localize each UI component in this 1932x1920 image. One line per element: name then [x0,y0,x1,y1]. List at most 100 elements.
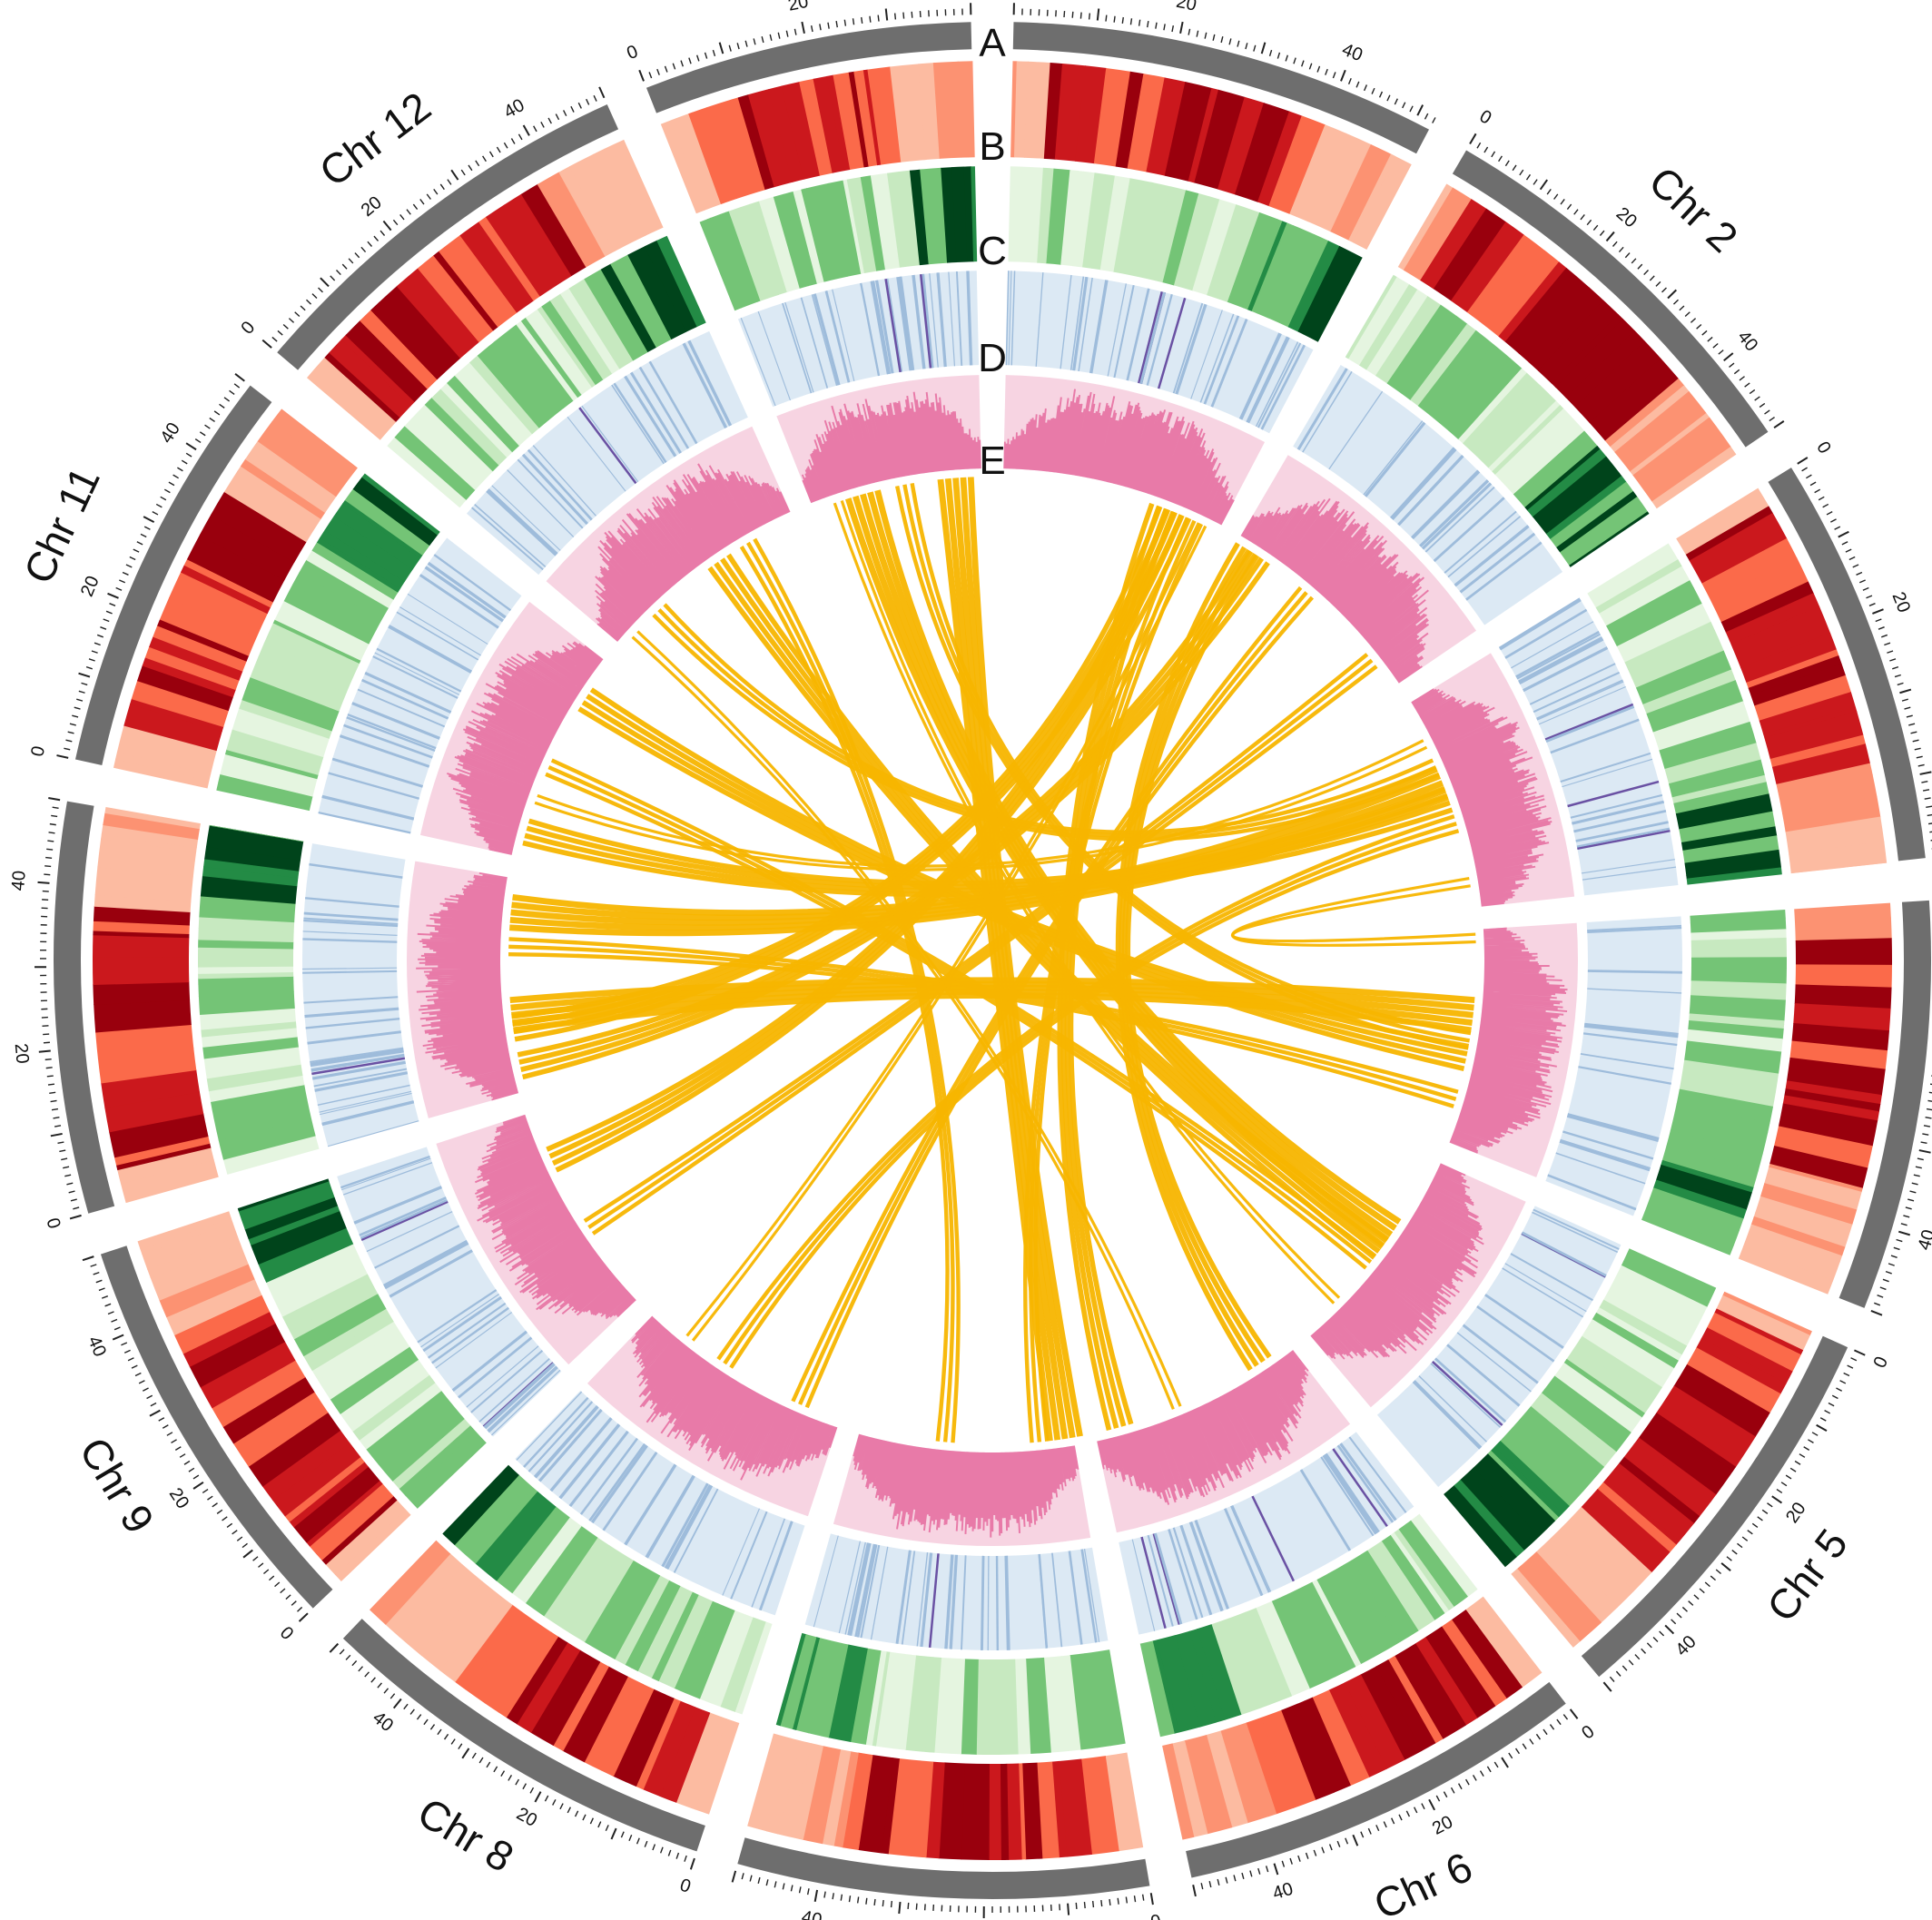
tick-mark [741,1873,744,1880]
tick-label: 20 [1429,1812,1456,1839]
tick-mark [351,1660,358,1667]
heatmap-b-band-chr-3 [1701,537,1798,602]
track-d-line-chr-13 [871,281,892,375]
link-0 [555,517,1192,1173]
tick-mark [1726,1556,1732,1561]
heatmap-b-band-chr-9 [137,1211,232,1250]
tick-label: 20 [1612,203,1641,231]
track-d-line-chr-10 [310,1049,404,1068]
heatmap-c-band-chr-7 [998,1659,1019,1755]
heatmap-c-band-chr-11 [226,728,324,775]
heatmap-c-band-chr-12 [520,317,583,399]
track-d-line-chr-1 [1175,303,1208,395]
heatmap-c-band-chr-10 [218,1118,316,1160]
heatmap-b-band-chr-1 [1188,87,1219,183]
track-d-line-chr-1 [1126,288,1150,381]
heatmap-c-band-chr-10 [213,1098,312,1141]
tick-mark [1539,179,1548,191]
tick-mark [1908,723,1916,726]
heatmap-b-band-chr-7 [1080,1756,1119,1855]
track-d-line-chr-2 [1459,532,1536,594]
heatmap-c-band-chr-7 [961,1659,979,1755]
heatmap-b-band-chr-5 [1686,1347,1781,1413]
tick-mark [1733,369,1740,375]
tick-mark [1612,241,1618,247]
heatmap-b-band-chr-10 [103,812,201,840]
heatmap-c-band-chr-2 [1386,304,1457,394]
tick-mark [1155,22,1158,29]
tick-mark [95,1279,103,1284]
tick-label: 20 [165,1484,193,1512]
track-d-line-chr-13 [824,290,851,383]
heatmap-c-band-chr-2 [1348,276,1410,366]
tick-mark [790,1885,794,1892]
heatmap-c-band-chr-5 [1487,1450,1560,1521]
heatmap-b-band-chr-7 [925,1761,945,1859]
tick-mark [1659,1630,1665,1637]
tick-mark [1641,1648,1647,1654]
heatmap-c-band-chr-7 [850,1648,882,1745]
tick-mark [1599,230,1605,236]
heatmap-c-band-chr-8 [734,1621,773,1715]
track-d-line-chr-13 [740,317,776,407]
tick-mark [1609,1676,1615,1682]
tick-mark [522,124,530,136]
heatmap-c-band-chr-12 [431,388,508,466]
tick-mark [50,1132,63,1137]
tick-mark [471,1752,477,1759]
heatmap-c-band-chr-6 [1228,1611,1281,1708]
track-d-line-chr-13 [921,273,934,369]
track-d-line-chr-11 [407,593,488,645]
tick-label: 0 [1578,1721,1598,1743]
tick-mark [212,1502,218,1508]
heatmap-b-band-chr-3 [1769,734,1867,768]
heatmap-b-band-chr-11 [257,420,350,497]
tick-mark [769,34,773,41]
tick-mark [1079,12,1082,19]
link-25 [840,499,1341,1299]
heatmap-b-band-chr-2 [1604,378,1685,448]
heatmap-c-band-chr-9 [366,1390,453,1465]
heatmap-b-band-chr-2 [1450,222,1525,313]
tick-mark [1771,1495,1783,1504]
heatmap-b-band-chr-11 [271,409,358,480]
track-d-line-chr-12 [527,448,593,521]
tick-mark [1464,1778,1470,1786]
heatmap-c-band-chr-3 [1681,826,1778,852]
heatmap-c-band-chr-13 [909,169,930,266]
heatmap-c-band-chr-11 [291,572,383,631]
tick-mark [1741,1536,1749,1541]
tick-mark [1543,1728,1548,1736]
heatmap-c-band-chr-8 [442,1464,512,1537]
heatmap-c-band-chr-6 [1174,1630,1217,1728]
track-d-line-chr-8 [662,1483,709,1568]
track-d-line-chr-10 [302,930,398,936]
tick-mark [1375,1825,1380,1832]
track-d-line-chr-4 [1587,970,1682,974]
tick-mark [1729,362,1735,368]
track-d-line-chr-12 [491,485,561,551]
tick-mark [1371,87,1375,94]
heatmap-c-band-chr-5 [1493,1440,1570,1514]
tick-mark [261,339,272,349]
track-d-line-chr-6 [1224,1508,1264,1597]
heatmap-b-band-chr-7 [961,1763,990,1860]
tick-mark [100,626,107,630]
tick-mark [127,1357,134,1362]
heatmap-b-band-chr-12 [503,193,573,286]
heatmap-c-band-chr-8 [496,1506,570,1594]
heatmap-c-band-chr-6 [1405,1520,1468,1601]
tick-mark [1402,102,1406,109]
track-d-line-chr-7 [895,1550,912,1644]
heatmap-c-band-chr-4 [1690,917,1787,934]
tick-mark [843,19,847,26]
heatmap-c-band-chr-4 [1670,1111,1769,1155]
track-d-line-chr-7 [949,1554,959,1649]
tick-mark [185,452,192,458]
track-e-bars-chr-12 [594,463,791,642]
tick-mark [1816,1423,1828,1433]
tick-mark [1906,714,1913,718]
tick-mark [222,1516,228,1521]
heatmap-b-band-chr-7 [777,1740,813,1837]
